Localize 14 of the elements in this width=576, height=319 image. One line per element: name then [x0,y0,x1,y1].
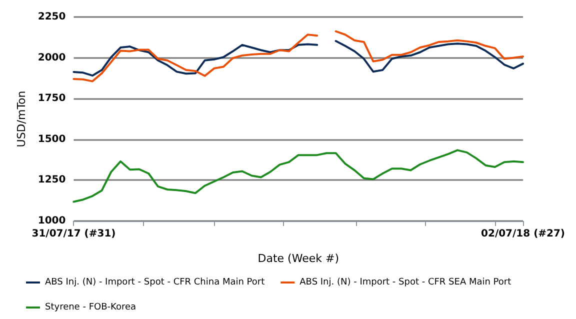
legend-label: ABS Inj. (N) - Import - Spot - CFR SEA Main Port [300,278,512,288]
legend-label: Styrene - FOB-Korea [45,302,136,312]
line-series [72,149,524,203]
x-axis-title: Date (Week #) [258,252,339,265]
y-tick-label: 2000 [38,52,66,64]
y-tick-label: 2250 [38,12,66,22]
legend-label: ABS Inj. (N) - Import - Spot - CFR China Main Port [45,278,266,288]
x-tick-label: 31/07/17 (#31) [32,228,116,240]
y-tick-label: 1750 [38,93,66,104]
y-axis-title: USD/mTon [15,90,28,148]
x-tick-label: 02/07/18 (#27) [481,228,566,240]
y-tick-label: 1500 [38,134,66,145]
y-tick-label: 1000 [38,216,66,226]
y-tick-label: 1250 [38,174,66,186]
